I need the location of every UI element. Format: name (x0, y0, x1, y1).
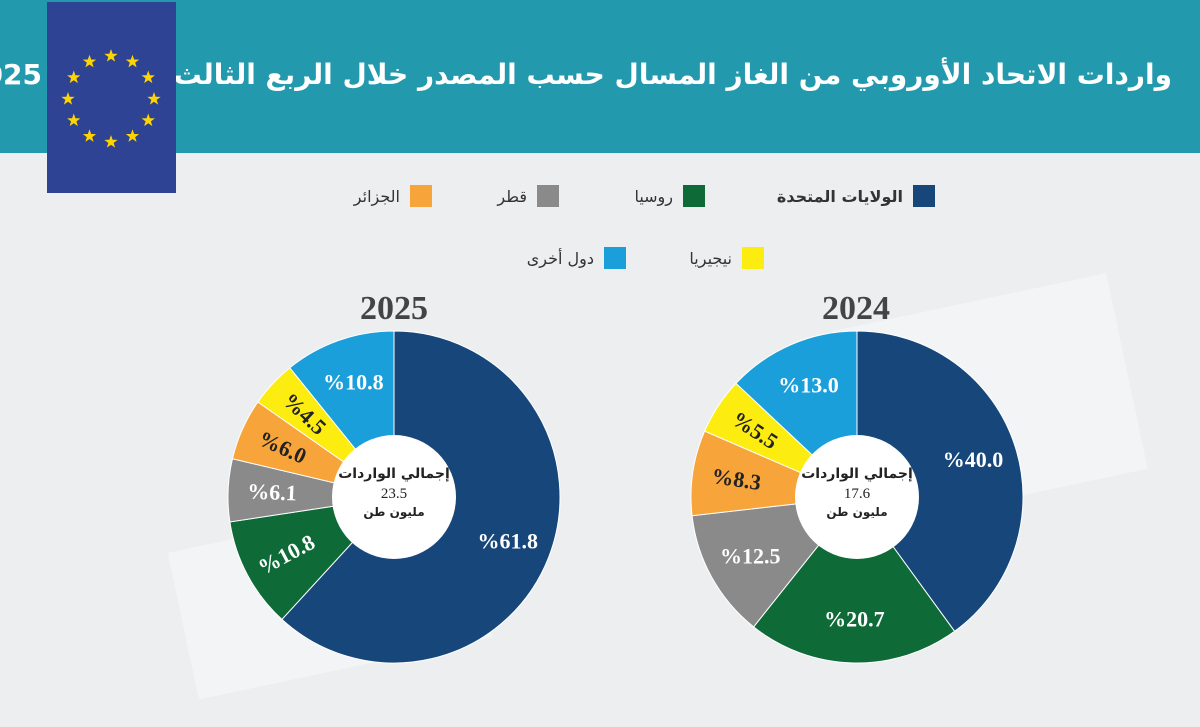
center-title-2025: إجمالي الواردات (338, 466, 450, 482)
star-icon (125, 129, 140, 142)
legend-label-qatar: قطر (497, 186, 527, 206)
legend-label-others: دول أخرى (526, 248, 594, 268)
center-label-2025: إجمالي الواردات 23.5 مليون طن (334, 466, 454, 519)
slice-label-2025-5: %10.8 (323, 369, 384, 394)
center-title-2024: إجمالي الواردات (801, 466, 913, 482)
slice-label-2024-5: %13.0 (778, 373, 839, 398)
donut-hole-2025 (332, 435, 456, 559)
center-label-2024: إجمالي الواردات 17.6 مليون طن (797, 466, 917, 519)
star-icon (61, 92, 75, 105)
legend-swatch-nigeria (742, 247, 764, 269)
eu-flag-icon (47, 2, 176, 193)
star-icon (141, 70, 155, 84)
star-icon (125, 54, 140, 68)
donut-hole-2024 (795, 435, 919, 559)
legend-item-others: دول أخرى (527, 246, 626, 270)
legend-swatch-others (604, 247, 626, 269)
legend-item-qatar: قطر (497, 184, 559, 208)
star-icon (147, 92, 161, 105)
legend-swatch-russia (683, 185, 705, 207)
slice-label-2024-2: %12.5 (720, 544, 781, 569)
legend-item-usa: الولايات المتحدة (777, 184, 935, 208)
star-icon (104, 135, 118, 148)
center-unit-2025: مليون طن (363, 505, 425, 519)
legend-label-algeria: الجزائر (353, 186, 400, 206)
chart-title-2025: 2025 (360, 290, 428, 327)
star-icon (104, 49, 118, 62)
slice-label-2025-2: %6.1 (247, 479, 297, 506)
star-icon (67, 113, 81, 127)
center-value-2024: 17.6 (843, 486, 871, 502)
legend-swatch-qatar (537, 185, 559, 207)
star-icon (67, 70, 81, 84)
legend-item-russia: روسيا (634, 184, 705, 208)
legend-label-nigeria: نيجيريا (689, 248, 732, 268)
legend-item-algeria: الجزائر (354, 184, 432, 208)
pie-slice-2024-1 (752, 496, 956, 664)
slice-label-2024-1: %20.7 (824, 606, 885, 631)
slice-label-2025-0: %61.8 (477, 529, 538, 554)
center-unit-2024: مليون طن (826, 505, 888, 519)
center-value-2025: 23.5 (380, 486, 408, 502)
legend-item-nigeria: نيجيريا (689, 246, 764, 270)
star-icon (82, 129, 97, 142)
pie-slice-2024-0 (856, 330, 1024, 632)
star-icon (82, 54, 97, 68)
chart-title-2024: 2024 (822, 290, 890, 327)
star-icon (141, 113, 155, 127)
legend-label-usa: الولايات المتحدة (776, 186, 903, 206)
legend-swatch-algeria (410, 185, 432, 207)
legend-label-russia: روسيا (634, 186, 673, 206)
slice-label-2024-0: %40.0 (943, 447, 1004, 472)
header-banner: واردات الاتحاد الأوروبي من الغاز المسال … (0, 0, 1200, 153)
legend-swatch-usa (913, 185, 935, 207)
